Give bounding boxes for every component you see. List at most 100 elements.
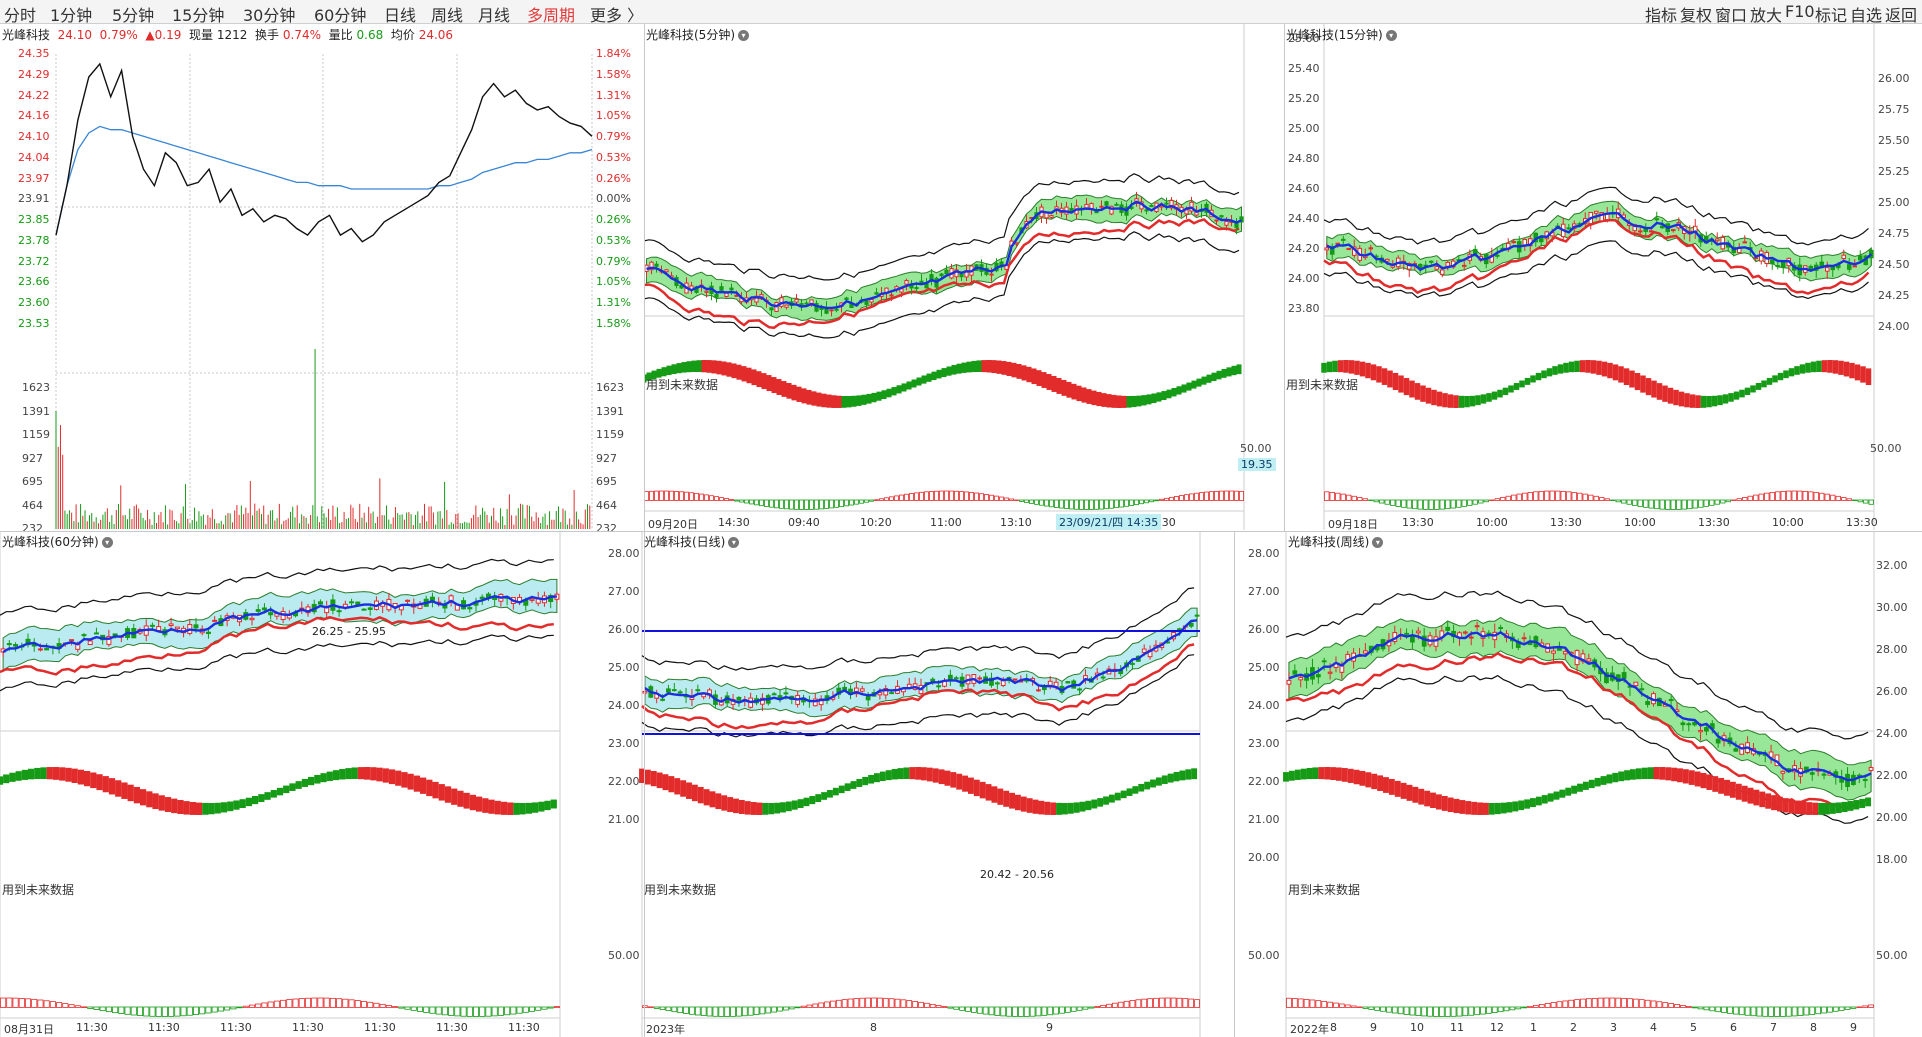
candle-body [1633, 681, 1639, 687]
chevron-down-icon[interactable]: ▾ [1385, 30, 1397, 41]
panel-5min[interactable]: 光峰科技(5分钟) ▾ 用到未来数据 23/09/21/四 14:35 50.00… [644, 24, 1284, 531]
osc-histogram-bar [1643, 499, 1649, 508]
panel-weekly-title[interactable]: 光峰科技(周线) ▾ [1288, 533, 1384, 550]
candle-body [6, 643, 12, 646]
tab-more[interactable]: 更多 〉 [590, 6, 644, 25]
osc-histogram-bar [211, 1006, 218, 1013]
intraday-panel[interactable]: 光峰科技 24.10 0.79% ▲0.19 现量 1212 换手 0.74% … [0, 24, 644, 531]
osc-histogram-bar [1379, 499, 1385, 504]
candle-body [87, 640, 93, 646]
osc-histogram-bar [1286, 997, 1292, 1008]
candle-body [804, 302, 809, 305]
osc-histogram-bar [759, 499, 764, 507]
price-axis-label: 24.04 [18, 150, 50, 164]
chart-60min [0, 531, 561, 1037]
panel-60min-title[interactable]: 光峰科技(60分钟) ▾ [2, 533, 113, 550]
y-axis-label: 24.00 [1288, 272, 1320, 285]
chevron-down-icon[interactable]: ▾ [1372, 537, 1384, 548]
menu-back[interactable]: 返回 [1885, 6, 1918, 25]
tab-multi-period[interactable]: 多周期 [527, 6, 576, 25]
menu-zoom[interactable]: 放大 [1750, 6, 1783, 25]
osc-histogram-bar [753, 1006, 760, 1015]
osc-histogram-bar [1059, 1006, 1065, 1014]
osc-histogram-bar [824, 499, 829, 509]
osc-histogram-bar [1014, 499, 1019, 501]
future-data-note: 用到未来数据 [646, 378, 719, 392]
candle-body [1659, 225, 1665, 229]
osc-histogram-bar [694, 492, 699, 501]
osc-histogram-bar [1830, 494, 1836, 501]
tab-5min[interactable]: 5分钟 [112, 6, 155, 25]
osc-histogram-bar [1415, 1006, 1422, 1016]
y-axis-label: 25.00 [608, 661, 640, 674]
osc-histogram-bar [448, 1006, 455, 1016]
osc-histogram-bar [1764, 492, 1770, 501]
menu-f10[interactable]: F10 [1785, 2, 1815, 21]
osc-histogram-bar [149, 1006, 156, 1017]
tab-60min[interactable]: 60分钟 [314, 6, 367, 25]
chevron-down-icon[interactable]: ▾ [728, 537, 740, 548]
y-axis-label: 27.00 [608, 585, 640, 598]
osc-histogram-bar [1346, 494, 1352, 501]
candle-body [174, 626, 180, 630]
lower-band-line [0, 634, 554, 692]
candle-body [671, 689, 677, 692]
menu-indicator[interactable]: 指标 [1645, 6, 1678, 25]
candle-body [1065, 681, 1071, 684]
osc-histogram-bar [224, 1006, 231, 1011]
chevron-down-icon[interactable]: ▾ [101, 537, 113, 548]
osc-histogram-bar [1291, 998, 1298, 1008]
osc-histogram-bar [1006, 1006, 1012, 1017]
osc-histogram-bar [683, 1006, 689, 1014]
pct-axis-label: 0.79% [596, 130, 631, 144]
menu-mark[interactable]: 标记 [1815, 6, 1848, 25]
candle-body [1775, 265, 1781, 268]
osc-histogram-bar [1070, 1006, 1077, 1012]
panel-60min[interactable]: 光峰科技(60分钟) ▾ 26.25 - 25.95 用到未来数据 08月31日 1… [0, 531, 590, 1037]
osc-histogram-bar [1450, 499, 1456, 509]
tab-30min[interactable]: 30分钟 [243, 6, 296, 25]
osc-histogram-bar [700, 1006, 707, 1016]
change-value: ▲0.19 [145, 28, 182, 42]
y-axis-label-right: 26.00 [1876, 685, 1908, 698]
panel-daily-title[interactable]: 光峰科技(日线) ▾ [644, 533, 740, 550]
panel-weekly[interactable]: 光峰科技(周线) ▾ 28.00 27.00 26.00 25.00 24.00 23.00… [1234, 531, 1922, 1037]
osc-histogram-bar [789, 499, 794, 510]
tab-monthly[interactable]: 月线 [478, 6, 511, 25]
y-axis-label-right: 25.00 [1878, 196, 1910, 209]
tab-15min[interactable]: 15分钟 [172, 6, 225, 25]
candle-body [1780, 262, 1786, 268]
osc-histogram-bar [1129, 499, 1134, 506]
panel-5min-title[interactable]: 光峰科技(5分钟) ▾ [646, 26, 749, 43]
osc-histogram-bar [1094, 499, 1099, 510]
candle-body [1315, 674, 1321, 678]
panel-15min-title[interactable]: 光峰科技(15分钟) ▾ [1286, 26, 1397, 43]
y-axis-label: 26.00 [1248, 623, 1280, 636]
candle-body [1327, 671, 1333, 674]
candle-body [977, 677, 983, 680]
candle-body [834, 308, 839, 311]
panel-daily[interactable]: 光峰科技(日线) ▾ 28.00 27.00 26.00 25.00 24.00 23.00… [590, 531, 1234, 1037]
osc-histogram-bar [541, 1006, 548, 1010]
y-axis-label: 27.00 [1248, 585, 1280, 598]
osc-histogram-bar [964, 491, 969, 501]
menu-window[interactable]: 窗口 [1715, 6, 1748, 25]
osc-histogram-bar [1335, 492, 1341, 501]
tab-1min[interactable]: 1分钟 [50, 6, 93, 25]
panel-15min[interactable]: 光峰科技(15分钟) ▾ 25.60 25.40 25.20 25.00 24.80 24.… [1284, 24, 1922, 531]
osc-histogram-bar [1691, 1006, 1698, 1009]
osc-histogram-bar [1144, 499, 1149, 504]
candle-body [1780, 770, 1786, 774]
tab-timeshare[interactable]: 分时 [4, 6, 37, 25]
menu-rights-adjust[interactable]: 复权 [1680, 6, 1713, 25]
x-label: 1 [1530, 1021, 1537, 1034]
osc-histogram-bar [829, 499, 834, 509]
osc-histogram-bar [0, 997, 7, 1008]
chevron-down-icon[interactable]: ▾ [738, 30, 749, 41]
tab-weekly[interactable]: 周线 [431, 6, 464, 25]
menu-watchlist[interactable]: 自选 [1850, 6, 1883, 25]
osc-histogram-bar [1533, 491, 1539, 501]
volume-axis-label: 464 [22, 498, 43, 512]
osc-histogram-bar [1357, 497, 1363, 501]
tab-daily[interactable]: 日线 [384, 6, 417, 25]
